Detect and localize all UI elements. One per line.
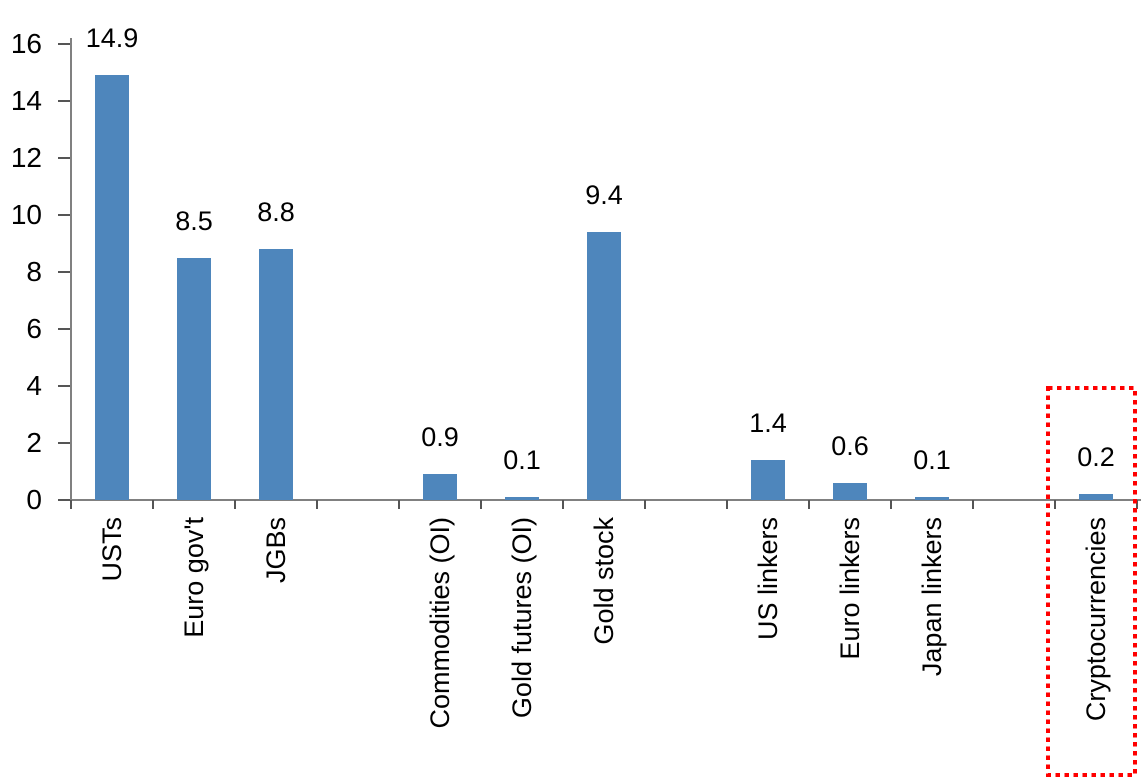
bar-euro-linkers bbox=[833, 483, 867, 500]
y-axis-tick bbox=[58, 442, 71, 444]
category-label-gold-stock: Gold stock bbox=[589, 517, 619, 645]
x-axis-line bbox=[70, 499, 1141, 501]
y-axis-tick-label: 10 bbox=[10, 199, 42, 230]
x-axis-tick bbox=[234, 500, 236, 509]
bar-gold-stock bbox=[587, 232, 621, 500]
x-axis-tick bbox=[726, 500, 728, 509]
y-axis-tick-label: 2 bbox=[26, 427, 42, 458]
bar-usts bbox=[95, 75, 129, 500]
bar-japan-linkers bbox=[915, 497, 949, 500]
value-label-gold-futures-oi: 0.1 bbox=[503, 445, 541, 475]
x-axis-tick bbox=[644, 500, 646, 509]
x-axis-tick bbox=[316, 500, 318, 509]
y-axis-tick-label: 8 bbox=[26, 256, 42, 287]
x-axis-tick bbox=[152, 500, 154, 509]
y-axis-tick bbox=[58, 385, 71, 387]
category-label-usts: USTs bbox=[97, 517, 127, 582]
y-axis-tick-label: 0 bbox=[26, 484, 42, 515]
category-label-euro-gov-t: Euro gov't bbox=[179, 517, 209, 638]
value-label-cryptocurrencies: 0.2 bbox=[1077, 442, 1115, 472]
value-label-jgbs: 8.8 bbox=[257, 197, 295, 227]
x-axis-tick bbox=[972, 500, 974, 509]
x-axis-tick bbox=[1054, 500, 1056, 509]
category-label-us-linkers: US linkers bbox=[753, 517, 783, 641]
value-label-euro-gov-t: 8.5 bbox=[175, 206, 213, 236]
category-label-commodities-oi: Commodities (OI) bbox=[425, 517, 455, 729]
category-label-jgbs: JGBs bbox=[261, 517, 291, 584]
category-label-euro-linkers: Euro linkers bbox=[835, 517, 865, 660]
y-axis-tick-label: 6 bbox=[26, 313, 42, 344]
x-axis-tick bbox=[890, 500, 892, 509]
value-label-commodities-oi: 0.9 bbox=[421, 422, 459, 452]
y-axis-tick bbox=[58, 214, 71, 216]
bar-euro-gov-t bbox=[177, 258, 211, 500]
y-axis-tick-label: 4 bbox=[26, 370, 42, 401]
y-axis-tick bbox=[58, 100, 71, 102]
bar-cryptocurrencies bbox=[1079, 494, 1113, 500]
value-label-japan-linkers: 0.1 bbox=[913, 445, 951, 475]
highlight-box-cryptocurrencies bbox=[1046, 386, 1137, 777]
y-axis-tick bbox=[58, 271, 71, 273]
y-axis-tick bbox=[58, 328, 71, 330]
value-label-euro-linkers: 0.6 bbox=[831, 431, 869, 461]
bar-jgbs bbox=[259, 249, 293, 500]
category-label-gold-futures-oi: Gold futures (OI) bbox=[507, 517, 537, 719]
y-axis-line bbox=[70, 38, 72, 500]
y-axis-tick-label: 16 bbox=[10, 28, 42, 59]
bar-commodities-oi bbox=[423, 474, 457, 500]
x-axis-tick bbox=[562, 500, 564, 509]
category-label-japan-linkers: Japan linkers bbox=[917, 517, 947, 677]
y-axis-tick bbox=[58, 157, 71, 159]
x-axis-tick bbox=[398, 500, 400, 509]
y-axis-tick-label: 12 bbox=[10, 142, 42, 173]
value-label-usts: 14.9 bbox=[85, 23, 139, 53]
bar-us-linkers bbox=[751, 460, 785, 500]
x-axis-tick bbox=[480, 500, 482, 509]
x-axis-tick bbox=[70, 500, 72, 509]
y-axis-tick bbox=[58, 43, 71, 45]
value-label-gold-stock: 9.4 bbox=[585, 180, 623, 210]
x-axis-tick bbox=[1136, 500, 1138, 509]
y-axis-tick-label: 14 bbox=[10, 85, 42, 116]
x-axis-tick bbox=[808, 500, 810, 509]
y-axis-tick bbox=[58, 499, 71, 501]
bar-gold-futures-oi bbox=[505, 497, 539, 500]
value-label-us-linkers: 1.4 bbox=[749, 408, 787, 438]
